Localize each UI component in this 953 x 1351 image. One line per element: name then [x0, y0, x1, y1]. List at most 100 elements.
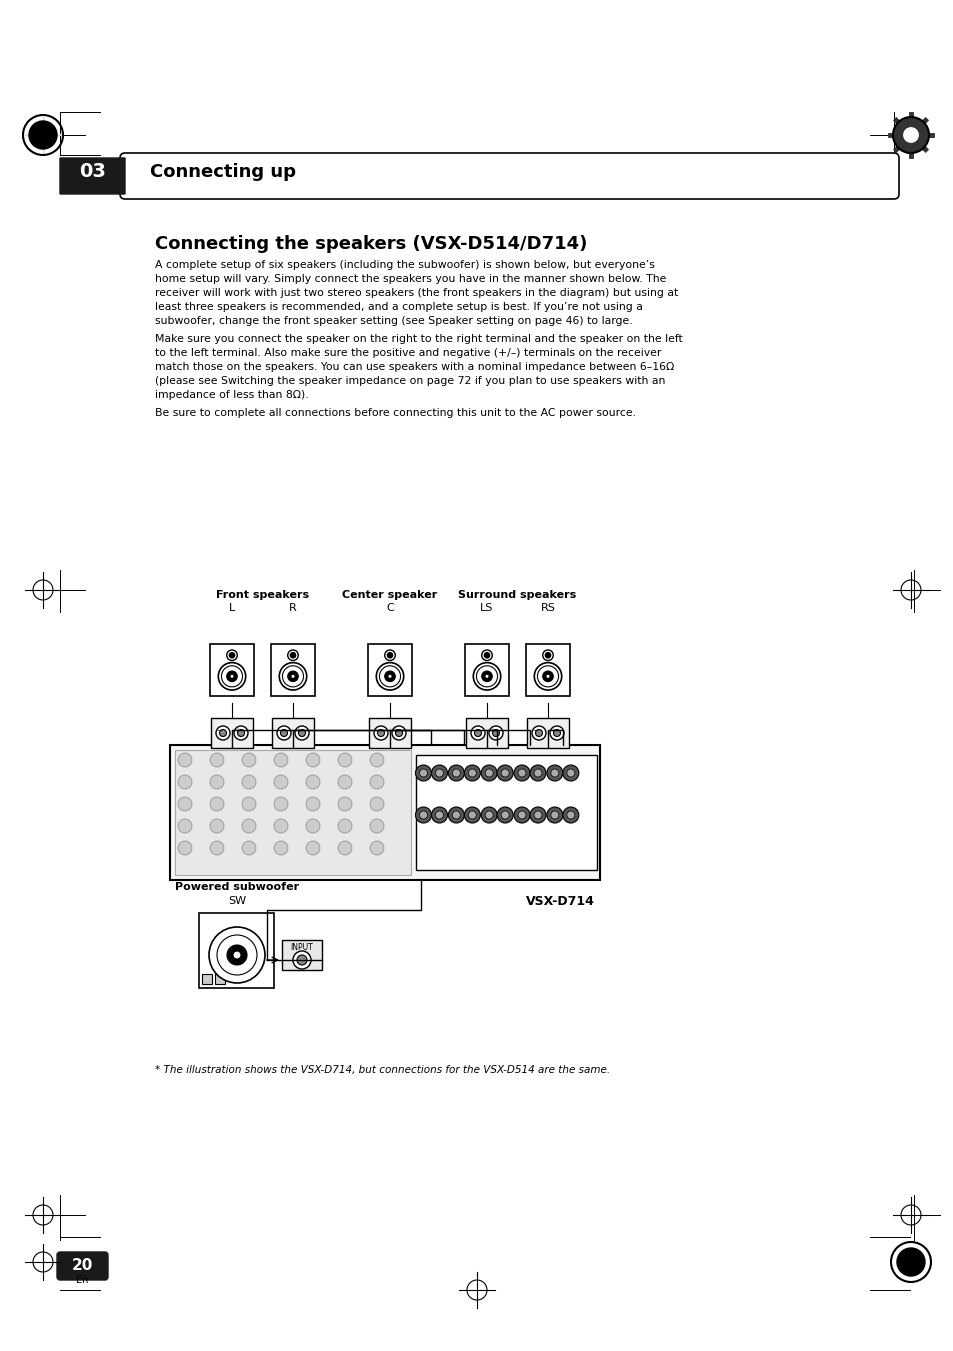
Circle shape [468, 811, 476, 819]
Text: −: − [532, 728, 537, 734]
Text: −: − [276, 728, 283, 734]
Circle shape [210, 842, 224, 855]
Text: INPUT: INPUT [291, 943, 313, 952]
Text: Be sure to complete all connections before connecting this unit to the AC power : Be sure to complete all connections befo… [154, 408, 636, 417]
Circle shape [384, 650, 395, 661]
Circle shape [476, 666, 497, 686]
Circle shape [227, 650, 237, 661]
Circle shape [566, 811, 575, 819]
Circle shape [178, 775, 192, 789]
Text: +: + [392, 728, 397, 734]
Circle shape [218, 662, 246, 690]
Text: +: + [550, 728, 556, 734]
Circle shape [296, 955, 307, 965]
Circle shape [370, 797, 384, 811]
Text: receiver will work with just two stereo speakers (the front speakers in the diag: receiver will work with just two stereo … [154, 288, 678, 299]
Circle shape [474, 730, 481, 736]
Circle shape [337, 819, 352, 834]
Circle shape [545, 674, 550, 678]
FancyBboxPatch shape [120, 153, 898, 199]
Circle shape [233, 725, 248, 740]
Circle shape [242, 753, 255, 767]
Text: match those on the speakers. You can use speakers with a nominal impedance betwe: match those on the speakers. You can use… [154, 362, 674, 372]
Circle shape [178, 753, 192, 767]
Circle shape [374, 725, 388, 740]
Circle shape [485, 811, 493, 819]
Circle shape [288, 671, 298, 682]
Circle shape [306, 753, 319, 767]
Circle shape [534, 811, 541, 819]
Circle shape [178, 797, 192, 811]
Circle shape [210, 819, 224, 834]
Text: 03: 03 [79, 162, 107, 181]
Text: Front speakers: Front speakers [215, 590, 309, 600]
Bar [526, 717, 568, 748]
Circle shape [29, 122, 57, 149]
Circle shape [293, 951, 311, 969]
Bar [174, 750, 411, 875]
Text: C: C [386, 603, 394, 613]
Circle shape [294, 725, 309, 740]
Bar [368, 643, 412, 696]
Circle shape [431, 807, 447, 823]
Text: A complete setup of six speakers (including the subwoofer) is shown below, but e: A complete setup of six speakers (includ… [154, 259, 654, 270]
Circle shape [229, 653, 234, 658]
Text: L: L [229, 603, 234, 613]
Text: Connecting up: Connecting up [150, 163, 295, 181]
Bar [210, 643, 253, 696]
Circle shape [306, 842, 319, 855]
Text: impedance of less than 8Ω).: impedance of less than 8Ω). [154, 390, 309, 400]
Circle shape [535, 730, 542, 736]
Text: LS: LS [479, 603, 493, 613]
Circle shape [471, 725, 484, 740]
Circle shape [274, 775, 288, 789]
Text: R: R [289, 603, 296, 613]
Text: +: + [489, 728, 495, 734]
Text: subwoofer, change the front speaker setting (see Speaker setting on page 46) to : subwoofer, change the front speaker sett… [154, 316, 632, 326]
Circle shape [448, 807, 464, 823]
Circle shape [370, 775, 384, 789]
Circle shape [280, 730, 287, 736]
Circle shape [464, 807, 479, 823]
Text: least three speakers is recommended, and a complete setup is best. If you’re not: least three speakers is recommended, and… [154, 303, 642, 312]
Circle shape [530, 765, 545, 781]
Circle shape [550, 811, 558, 819]
Circle shape [546, 765, 562, 781]
Circle shape [435, 769, 443, 777]
Circle shape [500, 811, 509, 819]
Circle shape [210, 797, 224, 811]
Circle shape [337, 753, 352, 767]
Circle shape [542, 650, 553, 661]
Text: to the left terminal. Also make sure the positive and negative (+/–) terminals o: to the left terminal. Also make sure the… [154, 349, 660, 358]
Circle shape [379, 666, 400, 686]
Circle shape [392, 725, 406, 740]
Circle shape [896, 1248, 924, 1275]
Circle shape [553, 730, 560, 736]
Circle shape [288, 650, 298, 661]
Circle shape [337, 775, 352, 789]
Circle shape [500, 769, 509, 777]
Circle shape [497, 765, 513, 781]
Circle shape [282, 666, 303, 686]
Text: Surround speakers: Surround speakers [457, 590, 576, 600]
Circle shape [290, 653, 295, 658]
Bar [369, 717, 411, 748]
Circle shape [337, 797, 352, 811]
Circle shape [416, 807, 431, 823]
Circle shape [489, 725, 502, 740]
Circle shape [468, 769, 476, 777]
Circle shape [210, 775, 224, 789]
Circle shape [306, 819, 319, 834]
Text: En: En [75, 1275, 88, 1285]
Circle shape [530, 807, 545, 823]
Text: −: − [215, 728, 222, 734]
Circle shape [492, 730, 499, 736]
Bar [465, 717, 507, 748]
Circle shape [532, 725, 545, 740]
Circle shape [480, 807, 497, 823]
Bar [464, 643, 509, 696]
Circle shape [215, 725, 230, 740]
Circle shape [233, 951, 241, 959]
Bar [272, 717, 314, 748]
Bar [211, 717, 253, 748]
